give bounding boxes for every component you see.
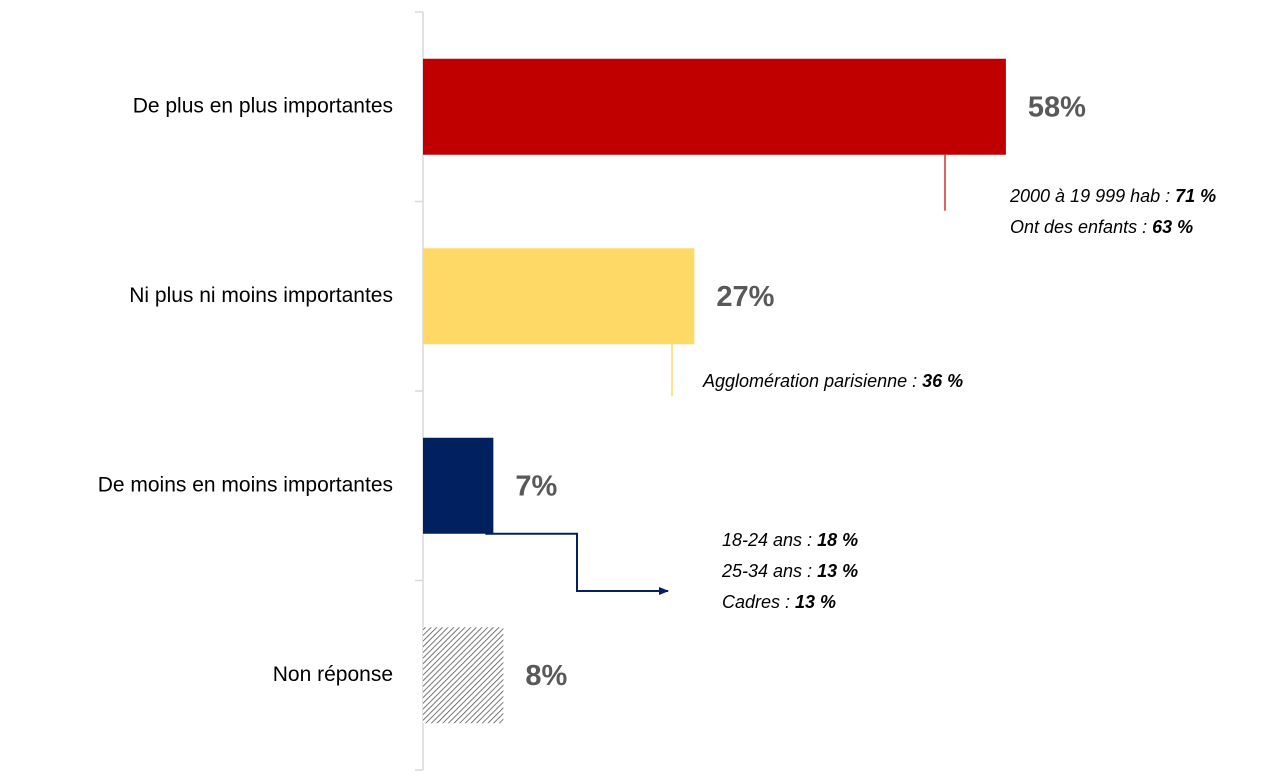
annotation-arrow [485, 532, 669, 595]
annotation: 2000 à 19 999 hab :71 % [1009, 186, 1216, 206]
annotation-text: Ont des enfants : [1010, 217, 1147, 237]
annotation: Cadres :13 % [722, 592, 836, 612]
annotation: 18-24 ans :18 % [722, 530, 858, 550]
annotation-text: Cadres : [722, 592, 790, 612]
bar [423, 248, 695, 345]
category-label: Ni plus ni moins importantes [129, 284, 393, 307]
value-label: 8% [525, 660, 567, 692]
annotation-text: 2000 à 19 999 hab : [1009, 186, 1170, 206]
bar [423, 627, 504, 724]
annotation: 25-34 ans :13 % [721, 561, 858, 581]
annotation: Agglomération parisienne :36 % [702, 371, 963, 391]
annotation-value: 63 % [1152, 217, 1193, 237]
value-label: 7% [515, 470, 557, 502]
annotation-text: Agglomération parisienne : [702, 371, 917, 391]
annotation-text: 25-34 ans : [721, 561, 812, 581]
annotation-value: 13 % [817, 561, 858, 581]
category-label: De moins en moins importantes [98, 473, 393, 496]
category-label: De plus en plus importantes [133, 94, 393, 117]
value-label: 27% [716, 281, 774, 313]
annotation-value: 18 % [817, 530, 858, 550]
annotation-text: 18-24 ans : [722, 530, 812, 550]
annotation-value: 71 % [1175, 186, 1216, 206]
annotation-value: 13 % [795, 592, 836, 612]
bar [423, 437, 494, 534]
value-label: 58% [1028, 91, 1086, 123]
annotation: Ont des enfants :63 % [1010, 217, 1193, 237]
category-label: Non réponse [273, 663, 393, 686]
bar [423, 58, 1006, 155]
annotation-value: 36 % [922, 371, 963, 391]
